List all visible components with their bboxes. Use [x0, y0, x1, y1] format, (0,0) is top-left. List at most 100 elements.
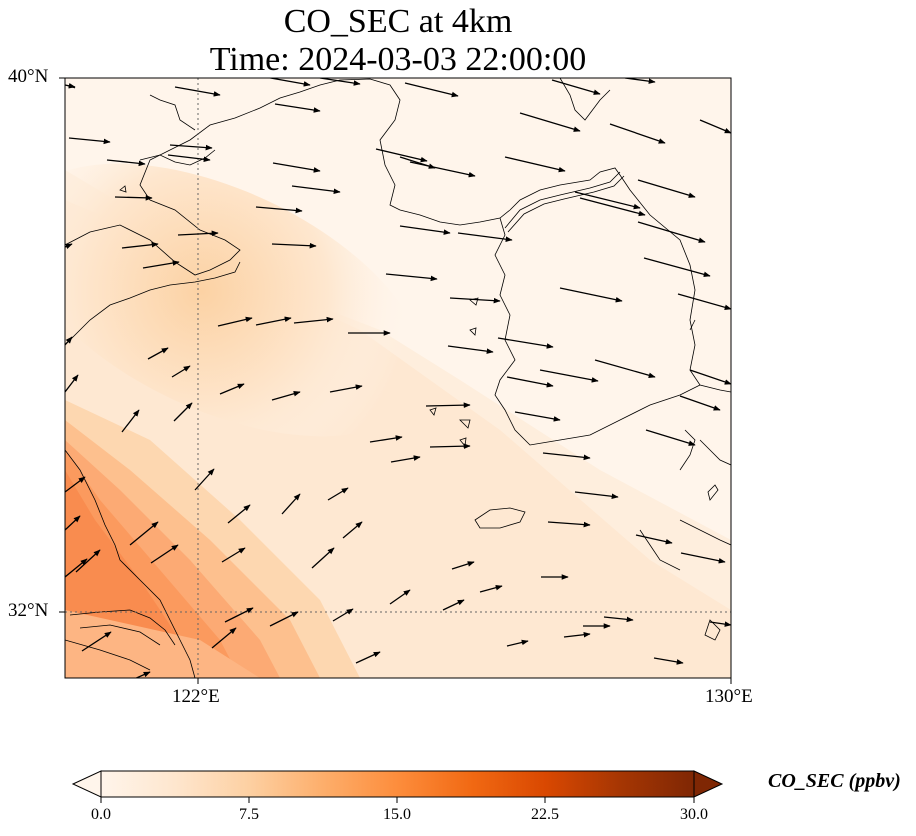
- wind-arrow: [425, 402, 471, 408]
- wind-arrow: [637, 179, 696, 198]
- wind-arrow: [449, 297, 501, 304]
- wind-arrow: [409, 161, 476, 178]
- colorbar-tick-1: 7.5: [239, 806, 259, 823]
- wind-arrow: [506, 376, 554, 388]
- wind-arrow: [574, 491, 619, 500]
- wind-arrow: [173, 402, 193, 422]
- wind-arrow: [171, 365, 191, 378]
- wind-arrow: [329, 384, 363, 393]
- wind-arrow: [219, 383, 245, 395]
- wind-arrow: [142, 260, 180, 269]
- wind-arrow: [645, 429, 696, 446]
- wind-arrow: [81, 631, 112, 652]
- colorbar-tick-3: 22.5: [531, 806, 559, 823]
- wind-arrow: [271, 242, 317, 249]
- colorbar-tick-2: 15.0: [383, 806, 411, 823]
- colorbar-tick-4: 30.0: [680, 806, 708, 823]
- wind-arrow: [369, 435, 403, 443]
- colorbar-extend-max: [693, 770, 724, 798]
- wind-arrow: [563, 631, 591, 638]
- wind-arrow: [274, 103, 321, 113]
- wind-arrow: [332, 608, 354, 622]
- lon-label-130e: 130°E: [705, 686, 753, 707]
- wind-arrow: [150, 544, 179, 564]
- lat-label-32n: 32°N: [8, 600, 49, 621]
- wind-arrow: [385, 273, 438, 282]
- wind-arrow: [429, 443, 471, 449]
- wind-arrow: [65, 558, 88, 578]
- wind-arrow: [211, 627, 237, 649]
- map-frame: [64, 77, 732, 679]
- wind-arrow: [653, 657, 684, 665]
- wind-arrow: [479, 584, 503, 593]
- wind-arrow: [679, 395, 721, 411]
- wind-vectors: [65, 78, 731, 678]
- wind-arrow: [542, 452, 591, 461]
- wind-arrow: [551, 79, 601, 95]
- wind-arrow: [319, 78, 361, 86]
- wind-arrow: [255, 206, 303, 214]
- wind-arrow: [680, 552, 726, 564]
- wind-arrow: [375, 148, 428, 163]
- figure-title: CO_SEC at 4km: [283, 3, 513, 40]
- wind-arrow: [519, 112, 581, 132]
- wind-arrow: [75, 549, 101, 573]
- map-panel: [59, 77, 732, 684]
- lon-label-122e: 122°E: [172, 686, 220, 707]
- wind-arrow: [504, 156, 566, 173]
- wind-arrow: [224, 607, 254, 623]
- wind-arrow: [65, 476, 86, 493]
- wind-arrow: [227, 504, 251, 524]
- wind-arrow: [689, 369, 731, 385]
- wind-arrow: [327, 487, 349, 501]
- wind-arrow: [677, 293, 731, 310]
- wind-arrow: [457, 232, 513, 242]
- wind-arrow: [129, 521, 159, 546]
- wind-arrow: [311, 547, 335, 569]
- lat-label-40n: 40°N: [8, 66, 49, 87]
- wind-arrow: [65, 243, 73, 250]
- wind-arrow: [603, 616, 634, 623]
- wind-arrow: [281, 493, 301, 515]
- wind-arrow: [609, 123, 666, 144]
- figure-subtitle: Time: 2024-03-03 22:00:00: [209, 41, 587, 78]
- wind-arrow: [390, 455, 421, 463]
- wind-arrow: [269, 611, 299, 627]
- wind-arrow: [272, 162, 321, 173]
- wind-arrow: [293, 316, 334, 324]
- wind-arrow: [709, 621, 731, 627]
- wind-arrow: [65, 374, 79, 393]
- wind-arrow: [194, 468, 215, 491]
- wind-arrow: [217, 316, 253, 327]
- wind-arrow: [114, 195, 153, 201]
- wind-arrow: [506, 639, 529, 647]
- wind-arrow: [342, 521, 363, 539]
- axis-ticks: [59, 77, 732, 684]
- wind-arrow: [635, 534, 673, 545]
- colorbar-gradient: [100, 770, 695, 798]
- wind-arrow: [271, 391, 301, 401]
- wind-arrow: [579, 197, 646, 217]
- wind-arrow: [514, 411, 561, 422]
- wind-arrow: [637, 221, 706, 243]
- wind-arrow: [65, 83, 76, 89]
- wind-arrow: [121, 241, 159, 249]
- gridlines: [65, 78, 731, 678]
- wind-arrow: [594, 359, 656, 378]
- wind-arrow: [699, 119, 731, 134]
- wind-arrow: [121, 409, 140, 433]
- wind-arrow: [451, 561, 475, 570]
- wind-arrow: [177, 230, 219, 237]
- colorbar-tick-0: 0.0: [91, 806, 111, 823]
- wind-arrow: [447, 345, 494, 354]
- wind-arrow: [497, 337, 554, 349]
- colorbar-label: CO_SEC (ppbv): [768, 770, 901, 792]
- wind-arrow: [624, 78, 656, 84]
- wind-arrow: [404, 82, 459, 98]
- wind-arrow: [167, 154, 211, 163]
- wind-arrow: [643, 257, 711, 278]
- wind-arrow: [147, 347, 169, 360]
- wind-arrow: [106, 159, 146, 167]
- wind-arrow: [399, 225, 451, 235]
- wind-arrow: [169, 144, 213, 151]
